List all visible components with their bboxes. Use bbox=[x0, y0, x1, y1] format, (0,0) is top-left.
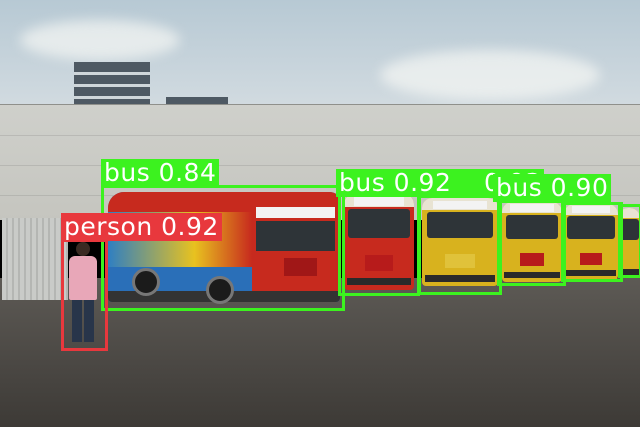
detection-label-bus-4: bus 0.90 bbox=[493, 174, 612, 202]
bus-1-front-wheel bbox=[206, 276, 234, 304]
detection-label-bus-2: bus 0.92 bbox=[336, 169, 455, 197]
person-figure bbox=[66, 240, 100, 344]
detection-label-person: person 0.92 bbox=[61, 213, 222, 241]
detection-label-bus-1: bus 0.84 bbox=[101, 159, 220, 187]
detection-box-bus-1 bbox=[101, 185, 345, 311]
shipping-container bbox=[2, 218, 68, 300]
detection-box-person bbox=[61, 239, 108, 351]
bus-2 bbox=[344, 194, 414, 290]
bus-1-rear-wheel bbox=[132, 268, 160, 296]
bus-6 bbox=[618, 208, 640, 278]
detection-box-bus-4 bbox=[497, 200, 566, 286]
detection-box-bus-6 bbox=[618, 204, 640, 278]
detection-box-bus-3 bbox=[418, 195, 502, 295]
bus-3 bbox=[422, 198, 498, 286]
bus-5 bbox=[564, 204, 618, 280]
bus-4 bbox=[502, 202, 562, 282]
detection-box-bus-2 bbox=[338, 193, 420, 296]
detection-box-bus-5 bbox=[561, 202, 623, 282]
